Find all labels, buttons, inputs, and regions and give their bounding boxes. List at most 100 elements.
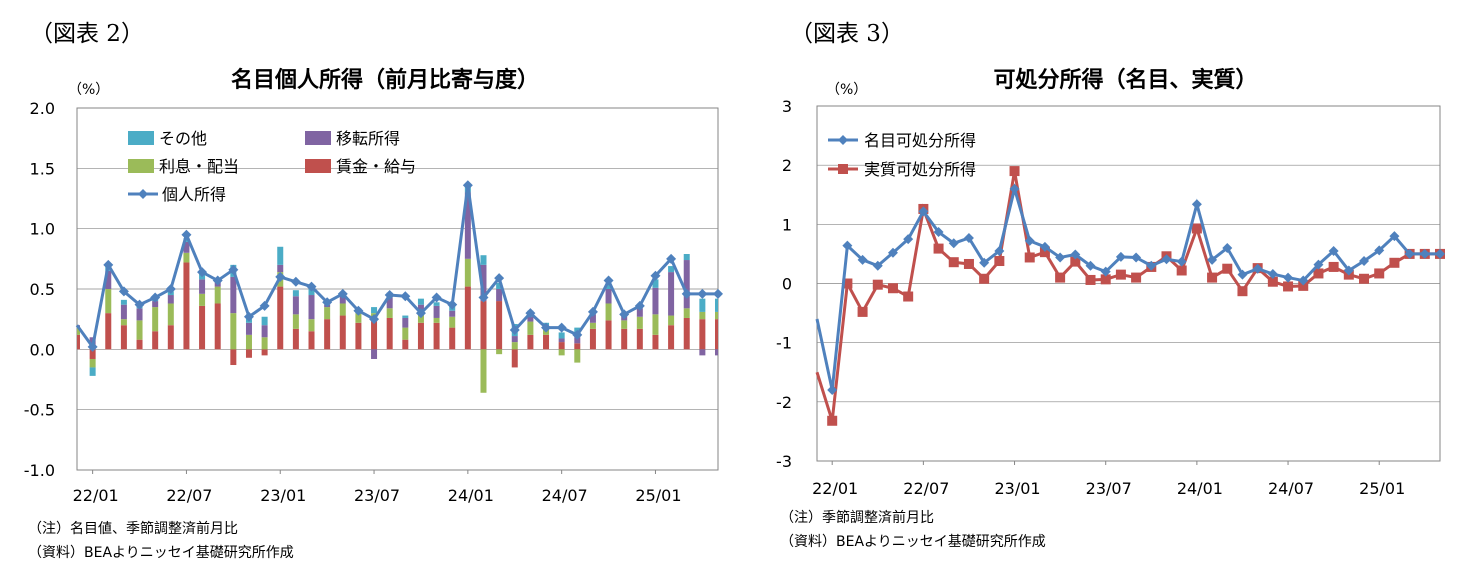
real-disposable-income-point — [1176, 265, 1187, 276]
nominal-disposable-income-point — [1039, 241, 1050, 252]
nominal-disposable-income-point — [1404, 248, 1415, 259]
legend-label: 名目可処分所得 — [864, 131, 976, 150]
personal-income-point — [415, 308, 426, 319]
bar-segment — [339, 296, 346, 304]
note: （注）名目値、季節調整済前月比 — [28, 521, 238, 537]
bar-segment — [527, 321, 534, 335]
personal-income-point — [587, 306, 598, 317]
real-disposable-income-point — [1328, 261, 1339, 272]
bar-segment — [152, 307, 159, 332]
personal-income-point — [713, 288, 723, 299]
source-note: （資料）BEAよりニッセイ基礎研究所作成 — [780, 534, 1046, 550]
bar-segment — [605, 303, 612, 321]
bar-segment — [480, 255, 487, 265]
legend-marker — [138, 189, 148, 199]
real-disposable-income-point — [857, 306, 868, 317]
bar-segment — [683, 308, 690, 318]
personal-income-point — [697, 288, 708, 299]
personal-income-point — [369, 314, 380, 325]
bar-segment — [89, 349, 96, 359]
nominal-disposable-income-point — [827, 385, 838, 395]
personal-income-point — [197, 267, 208, 278]
x-tick-label: 24/01 — [448, 486, 494, 505]
bar-segment — [605, 320, 612, 350]
bar-segment — [199, 293, 206, 306]
bar-segment — [417, 298, 424, 305]
nominal-disposable-income-point — [1024, 235, 1035, 246]
bar-segment — [277, 246, 284, 265]
bar-segment — [558, 338, 565, 343]
personal-income-point — [556, 322, 567, 333]
bar-segment — [715, 311, 718, 320]
y-tick-label: -0.5 — [24, 401, 55, 420]
x-tick-label: 22/07 — [166, 486, 212, 505]
bar-segment — [402, 327, 409, 340]
bar-segment — [480, 301, 487, 350]
bar-segment — [167, 295, 174, 304]
y-tick-label: -1.0 — [24, 461, 55, 480]
nominal-disposable-income-point — [1313, 259, 1324, 270]
bar-segment — [371, 319, 378, 350]
personal-income-point — [165, 284, 176, 294]
bar-segment — [589, 322, 596, 329]
bar-segment — [261, 325, 268, 338]
nominal-disposable-income-line — [815, 183, 1440, 391]
bar-segment — [636, 308, 643, 317]
nominal-disposable-income-point — [1389, 231, 1400, 242]
real-disposable-income-point — [903, 291, 914, 302]
bar-segment — [277, 264, 284, 273]
x-tick-label: 24/01 — [1177, 479, 1223, 498]
bar-segment — [245, 322, 252, 335]
bar-segment — [589, 314, 596, 323]
nominal-disposable-income-point — [1222, 243, 1233, 253]
bar-segment — [496, 301, 503, 350]
y-tick-label: 2.0 — [30, 99, 55, 118]
y-tick-label: 0.0 — [30, 340, 55, 359]
bar-segment — [152, 301, 159, 308]
personal-income-point — [525, 308, 536, 319]
bar-segment — [433, 322, 440, 350]
real-disposable-income-point — [842, 278, 853, 289]
bar-segment — [449, 327, 456, 350]
bar-segment — [339, 303, 346, 316]
bar-segment — [543, 334, 550, 350]
bar-segment — [511, 342, 518, 350]
y-tick-label: 0.5 — [30, 280, 55, 299]
legend-label: 賃金・給与 — [336, 157, 416, 176]
bar-segment — [480, 349, 487, 393]
y-tick-label: 1.0 — [30, 220, 55, 239]
bar-segment — [261, 316, 268, 326]
nominal-disposable-income-point — [948, 238, 959, 249]
real-disposable-income-point — [1222, 263, 1233, 274]
real-disposable-income-point — [1389, 257, 1400, 268]
personal-income-point — [572, 329, 583, 340]
real-disposable-income-point — [887, 283, 898, 294]
bar-segment — [120, 299, 127, 305]
bar-segment — [621, 320, 628, 329]
personal-income-point — [447, 299, 458, 310]
bar-segment — [636, 316, 643, 329]
bar-segment — [308, 319, 315, 332]
bar-segment — [449, 310, 456, 317]
real-disposable-income-point — [1085, 274, 1096, 285]
personal-income-point — [384, 290, 395, 301]
bar-segment — [621, 328, 628, 350]
x-tick-label: 23/01 — [994, 479, 1040, 498]
chart-title: 可処分所得（名目、実質） — [993, 68, 1258, 93]
bar-segment — [386, 297, 393, 309]
real-disposable-income-point — [948, 257, 959, 268]
bar-segment — [715, 349, 718, 356]
nominal-disposable-income-point — [1070, 249, 1081, 260]
bar-segment — [652, 279, 659, 288]
nominal-disposable-income-point — [1146, 260, 1157, 271]
personal-income-point — [306, 281, 317, 292]
legend-label: 利息・配当 — [159, 157, 239, 176]
personal-income-point — [509, 325, 520, 336]
personal-income-point — [87, 341, 98, 352]
x-tick-label: 24/07 — [542, 486, 588, 505]
bar-segment — [433, 317, 440, 323]
personal-income-point — [228, 264, 239, 275]
bar-segment — [230, 349, 237, 366]
bar-segment — [683, 260, 690, 309]
bar-segment — [511, 349, 518, 368]
